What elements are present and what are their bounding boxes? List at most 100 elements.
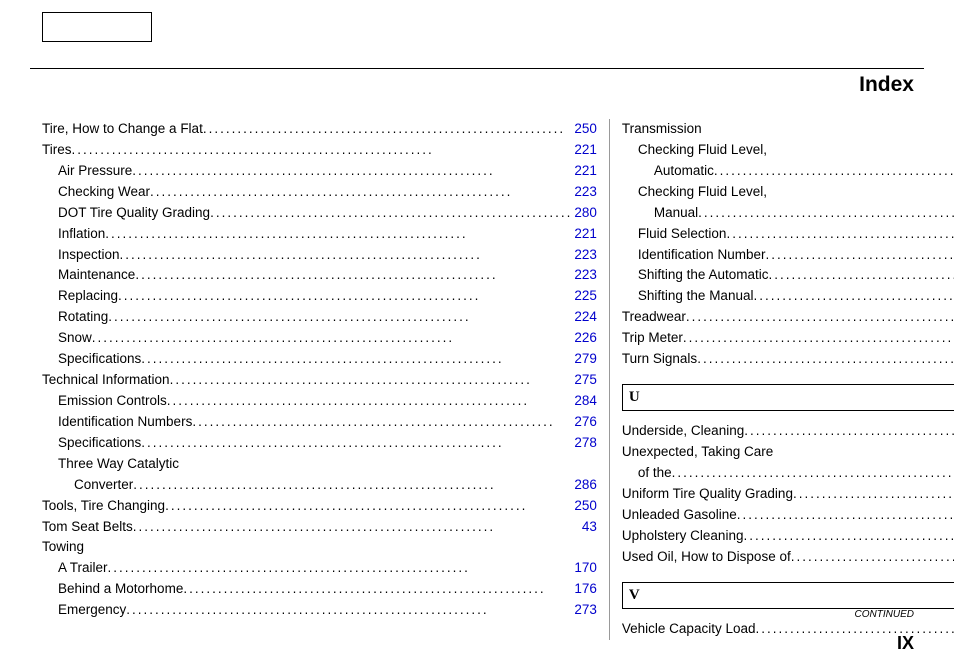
- page-ref[interactable]: 223: [572, 245, 597, 266]
- page-ref[interactable]: 250: [572, 496, 597, 517]
- page-ref[interactable]: 176: [572, 579, 597, 600]
- leader-dots: [183, 579, 572, 600]
- leader-dots: [120, 245, 573, 266]
- index-entry: Transmission: [622, 119, 954, 140]
- leader-dots: [753, 286, 954, 307]
- entry-label: Tires: [42, 140, 72, 161]
- entry-label: Inspection: [58, 245, 120, 266]
- page-ref[interactable]: 170: [572, 558, 597, 579]
- leader-dots: [726, 224, 954, 245]
- page-ref[interactable]: 221: [572, 140, 597, 161]
- leader-dots: [108, 558, 573, 579]
- leader-dots: [744, 421, 954, 442]
- entry-label: Tools, Tire Changing: [42, 496, 165, 517]
- entry-label: of the: [638, 463, 672, 484]
- page-ref[interactable]: 284: [572, 391, 597, 412]
- page-ref[interactable]: 221: [572, 161, 597, 182]
- index-entry: Tools, Tire Changing 250: [42, 496, 597, 517]
- page-ref[interactable]: 273: [572, 600, 597, 621]
- entry-label: Emergency: [58, 600, 126, 621]
- leader-dots: [118, 286, 572, 307]
- index-entry: Treadwear 280: [622, 307, 954, 328]
- leader-dots: [72, 140, 573, 161]
- leader-dots: [170, 370, 573, 391]
- entry-label: A Trailer: [58, 558, 108, 579]
- index-entry: Rotating 224: [42, 307, 597, 328]
- page-ref[interactable]: 221: [572, 224, 597, 245]
- page-ref[interactable]: 279: [572, 349, 597, 370]
- leader-dots: [133, 475, 572, 496]
- index-entry: Manual 208: [622, 203, 954, 224]
- index-columns: Tire, How to Change a Flat 250Tires 221A…: [30, 119, 924, 640]
- leader-dots: [755, 619, 954, 640]
- index-entry: Shifting the Automatic 158: [622, 265, 954, 286]
- leader-dots: [167, 391, 573, 412]
- index-entry: Behind a Motorhome 176: [42, 579, 597, 600]
- entry-label: Identification Numbers: [58, 412, 192, 433]
- index-entry: Unexpected, Taking Care: [622, 442, 954, 463]
- index-entry: Maintenance 223: [42, 265, 597, 286]
- continued-label: CONTINUED: [855, 609, 914, 620]
- leader-dots: [192, 412, 572, 433]
- entry-label: DOT Tire Quality Grading: [58, 203, 210, 224]
- index-entry: A Trailer 170: [42, 558, 597, 579]
- main-entry-box: [42, 12, 152, 42]
- leader-dots: [141, 349, 572, 370]
- page-ref[interactable]: 223: [572, 182, 597, 203]
- page-ref[interactable]: 225: [572, 286, 597, 307]
- entry-label: Towing: [42, 537, 84, 558]
- leader-dots: [165, 496, 572, 517]
- page-ref[interactable]: 278: [572, 433, 597, 454]
- leader-dots: [108, 307, 572, 328]
- page-ref[interactable]: 43: [580, 517, 597, 538]
- entry-label: Emission Controls: [58, 391, 167, 412]
- entry-label: Air Pressure: [58, 161, 132, 182]
- index-entry: Identification Numbers 276: [42, 412, 597, 433]
- entry-label: Turn Signals: [622, 349, 697, 370]
- leader-dots: [92, 328, 573, 349]
- index-entry: Uniform Tire Quality Grading 280: [622, 484, 954, 505]
- index-entry: Underside, Cleaning 247: [622, 421, 954, 442]
- leader-dots: [768, 265, 954, 286]
- entry-label: Behind a Motorhome: [58, 579, 183, 600]
- page-ref[interactable]: 226: [572, 328, 597, 349]
- page-ref[interactable]: 280: [572, 203, 597, 224]
- page-ref[interactable]: 223: [572, 265, 597, 286]
- leader-dots: [791, 547, 954, 568]
- page-ref[interactable]: 286: [572, 475, 597, 496]
- entry-label: Tire, How to Change a Flat: [42, 119, 203, 140]
- entry-label: Converter: [74, 475, 133, 496]
- index-entry: Identification Number 276: [622, 245, 954, 266]
- entry-label: Uniform Tire Quality Grading: [622, 484, 793, 505]
- index-entry: Shifting the Manual 156: [622, 286, 954, 307]
- leader-dots: [686, 307, 954, 328]
- entry-label: Fluid Selection: [638, 224, 727, 245]
- index-entry: Three Way Catalytic: [42, 454, 597, 475]
- page-title: Index: [30, 73, 924, 97]
- entry-label: Trip Meter: [622, 328, 683, 349]
- index-entry: Checking Fluid Level,: [622, 182, 954, 203]
- page-ref[interactable]: 250: [572, 119, 597, 140]
- index-entry: Automatic 207: [622, 161, 954, 182]
- entry-label: Checking Wear: [58, 182, 150, 203]
- entry-label: Rotating: [58, 307, 108, 328]
- leader-dots: [150, 182, 572, 203]
- index-entry: of the 249: [622, 463, 954, 484]
- index-entry: Specifications 279: [42, 349, 597, 370]
- section-letter: V: [622, 582, 954, 609]
- page-ref[interactable]: 275: [572, 370, 597, 391]
- leader-dots: [203, 119, 573, 140]
- entry-label: Specifications: [58, 349, 141, 370]
- entry-label: Inflation: [58, 224, 105, 245]
- index-entry: Trip Meter 56: [622, 328, 954, 349]
- entry-label: Vehicle Capacity Load: [622, 619, 756, 640]
- index-entry: Inflation 221: [42, 224, 597, 245]
- entry-label: Shifting the Automatic: [638, 265, 769, 286]
- page-ref[interactable]: 276: [572, 412, 597, 433]
- entry-label: Replacing: [58, 286, 118, 307]
- index-entry: Air Pressure 221: [42, 161, 597, 182]
- index-entry: Technical Information 275: [42, 370, 597, 391]
- leader-dots: [132, 161, 572, 182]
- leader-dots: [743, 526, 954, 547]
- page-ref[interactable]: 224: [572, 307, 597, 328]
